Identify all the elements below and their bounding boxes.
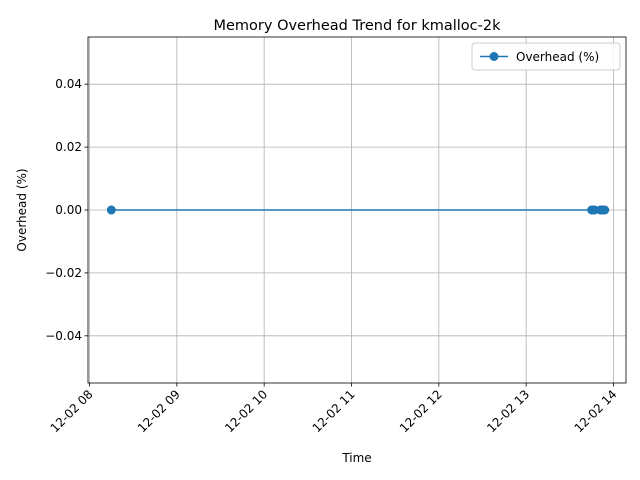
- y-tick-label: 0.02: [55, 140, 82, 154]
- data-point: [600, 205, 610, 215]
- y-axis: −0.04 −0.02 0.00 0.02 0.04: [45, 77, 88, 343]
- legend-marker-sample: [489, 52, 499, 61]
- y-tick-label: −0.04: [45, 329, 82, 343]
- chart-title: Memory Overhead Trend for kmalloc-2k: [213, 18, 501, 34]
- y-tick-label: 0.04: [55, 77, 82, 91]
- data-point: [106, 205, 116, 215]
- legend-label: Overhead (%): [516, 50, 599, 64]
- x-axis-label: Time: [341, 451, 371, 465]
- legend-frame: [471, 42, 621, 71]
- y-tick-label: −0.02: [45, 266, 82, 280]
- series-layer: [106, 205, 610, 215]
- y-tick-label: 0.00: [55, 203, 82, 217]
- y-axis-label: Overhead (%): [15, 168, 29, 251]
- legend: Overhead (%): [471, 42, 621, 71]
